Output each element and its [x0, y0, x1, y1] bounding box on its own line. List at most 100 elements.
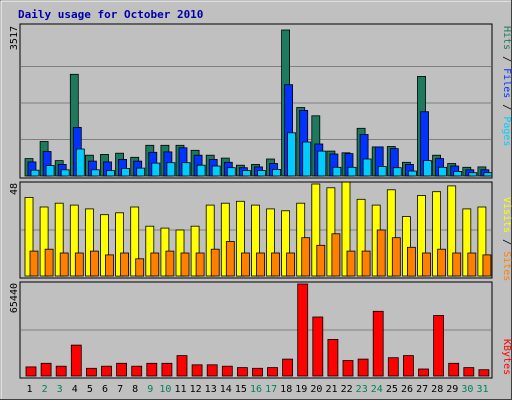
kbytes-bar-28 [433, 315, 445, 377]
kbytes-bar-29 [448, 362, 460, 377]
pages-bar-10 [166, 162, 176, 177]
visits-bar-28 [432, 191, 442, 277]
kbytes-bar-21 [327, 338, 339, 377]
kbytes-bar-9 [146, 362, 158, 377]
kbytes-bar-31 [478, 369, 490, 377]
hits-legend-text: Hits / Files / Pages [501, 26, 512, 146]
pages-bar-6 [106, 170, 115, 177]
kbytes-bar-11 [176, 355, 188, 377]
x-tick-label-16: 16 [250, 384, 262, 395]
visits-ymax-label: 48 [9, 183, 20, 195]
pages-bar-9 [151, 162, 161, 177]
hits-ymax-label: 3517 [9, 26, 20, 50]
visits-bar-17 [266, 208, 275, 277]
sites-bar-12 [195, 252, 205, 277]
visits-bar-1 [24, 196, 34, 277]
sites-bar-30 [467, 252, 477, 277]
sites-bar-29 [452, 252, 462, 277]
sites-bar-20 [316, 244, 326, 277]
visits-bar-3 [54, 202, 64, 277]
pages-bar-30 [468, 172, 478, 177]
visits-bar-14 [220, 202, 230, 277]
x-tick-label-27: 27 [416, 384, 428, 395]
x-tick-label-3: 3 [57, 384, 63, 395]
sites-bar-4 [74, 252, 84, 277]
sites-bar-31 [482, 254, 492, 277]
pages-bar-19 [302, 141, 312, 177]
pages-bar-17 [272, 168, 281, 177]
kbytes-legend: KBytes [501, 339, 512, 375]
kbytes-bar-13 [206, 364, 218, 377]
kbytes-bar-25 [387, 357, 399, 377]
visits-bar-22 [341, 181, 351, 277]
kbytes-bar-8 [131, 365, 143, 377]
visits-bar-4 [69, 204, 79, 277]
x-tick-label-2: 2 [42, 384, 48, 395]
x-tick-label-12: 12 [190, 384, 202, 395]
legend-sep-2: / [501, 98, 512, 116]
pages-bar-20 [317, 150, 327, 177]
sites-bar-23 [361, 250, 371, 277]
legend-sites: Sites [501, 251, 512, 281]
sites-bar-22 [346, 250, 356, 277]
sites-bar-13 [210, 248, 220, 277]
kbytes-ymax-label: 65440 [9, 283, 20, 313]
kbytes-bar-10 [161, 362, 173, 377]
visits-bar-31 [477, 206, 487, 277]
visits-bar-15 [235, 200, 245, 277]
pages-bar-28 [438, 166, 448, 177]
kbytes-bar-17 [267, 367, 278, 377]
x-axis-labels: 1 2 3 4 5 6 7 8 9 10 11 12 13 14 15 16 17 18 19 20 21 22 23 24 2… [26, 384, 488, 395]
sites-bar-21 [331, 233, 341, 277]
kbytes-bar-27 [418, 368, 429, 377]
kbytes-bar-15 [236, 367, 248, 377]
visits-bar-12 [190, 225, 200, 277]
visits-bar-27 [417, 195, 426, 277]
sites-bar-9 [150, 252, 160, 277]
pages-bar-8 [136, 167, 146, 177]
pages-bar-3 [60, 169, 70, 177]
kbytes-bar-24 [372, 310, 384, 377]
pages-bar-13 [211, 165, 221, 177]
x-tick-label-4: 4 [72, 384, 78, 395]
kbytes-bar-3 [55, 365, 67, 377]
pages-bar-22 [347, 166, 357, 177]
kbytes-bar-26 [402, 355, 414, 377]
x-tick-label-29: 29 [446, 384, 458, 395]
visits-bar-18 [281, 210, 291, 277]
sites-bar-15 [240, 252, 250, 277]
x-tick-label-13: 13 [205, 384, 217, 395]
sites-bar-1 [29, 250, 39, 277]
x-tick-label-18: 18 [280, 384, 292, 395]
x-tick-label-15: 15 [235, 384, 247, 395]
visits-bar-30 [462, 208, 472, 277]
pages-bar-12 [196, 164, 206, 177]
x-tick-label-17: 17 [265, 384, 277, 395]
visits-bar-16 [251, 204, 260, 277]
pages-bar-25 [392, 167, 402, 177]
kbytes-bar-22 [342, 360, 354, 377]
hits-legend: Hits / Files / Pages [501, 26, 512, 146]
pages-bar-15 [241, 170, 251, 177]
legend-pages: Pages [501, 116, 512, 146]
x-tick-label-1: 1 [26, 384, 32, 395]
hits-panel [19, 23, 493, 179]
x-tick-label-26: 26 [401, 384, 413, 395]
visits-bar-21 [326, 187, 336, 277]
sites-bar-11 [180, 252, 190, 277]
kbytes-bar-16 [252, 367, 263, 377]
legend-visits: Visits [501, 197, 512, 233]
sites-bar-24 [376, 229, 386, 277]
legend-sep-3: / [501, 233, 512, 251]
sites-bar-25 [391, 237, 401, 277]
x-tick-label-10: 10 [159, 384, 171, 395]
visits-bar-29 [447, 185, 457, 277]
sites-bar-27 [422, 252, 431, 277]
sites-bar-5 [90, 250, 99, 277]
x-tick-label-20: 20 [310, 384, 322, 395]
kbytes-bar-12 [191, 364, 203, 377]
x-tick-label-30: 30 [461, 384, 473, 395]
pages-bar-26 [407, 170, 417, 177]
kbytes-bar-20 [312, 316, 324, 377]
sites-bar-6 [105, 254, 114, 277]
